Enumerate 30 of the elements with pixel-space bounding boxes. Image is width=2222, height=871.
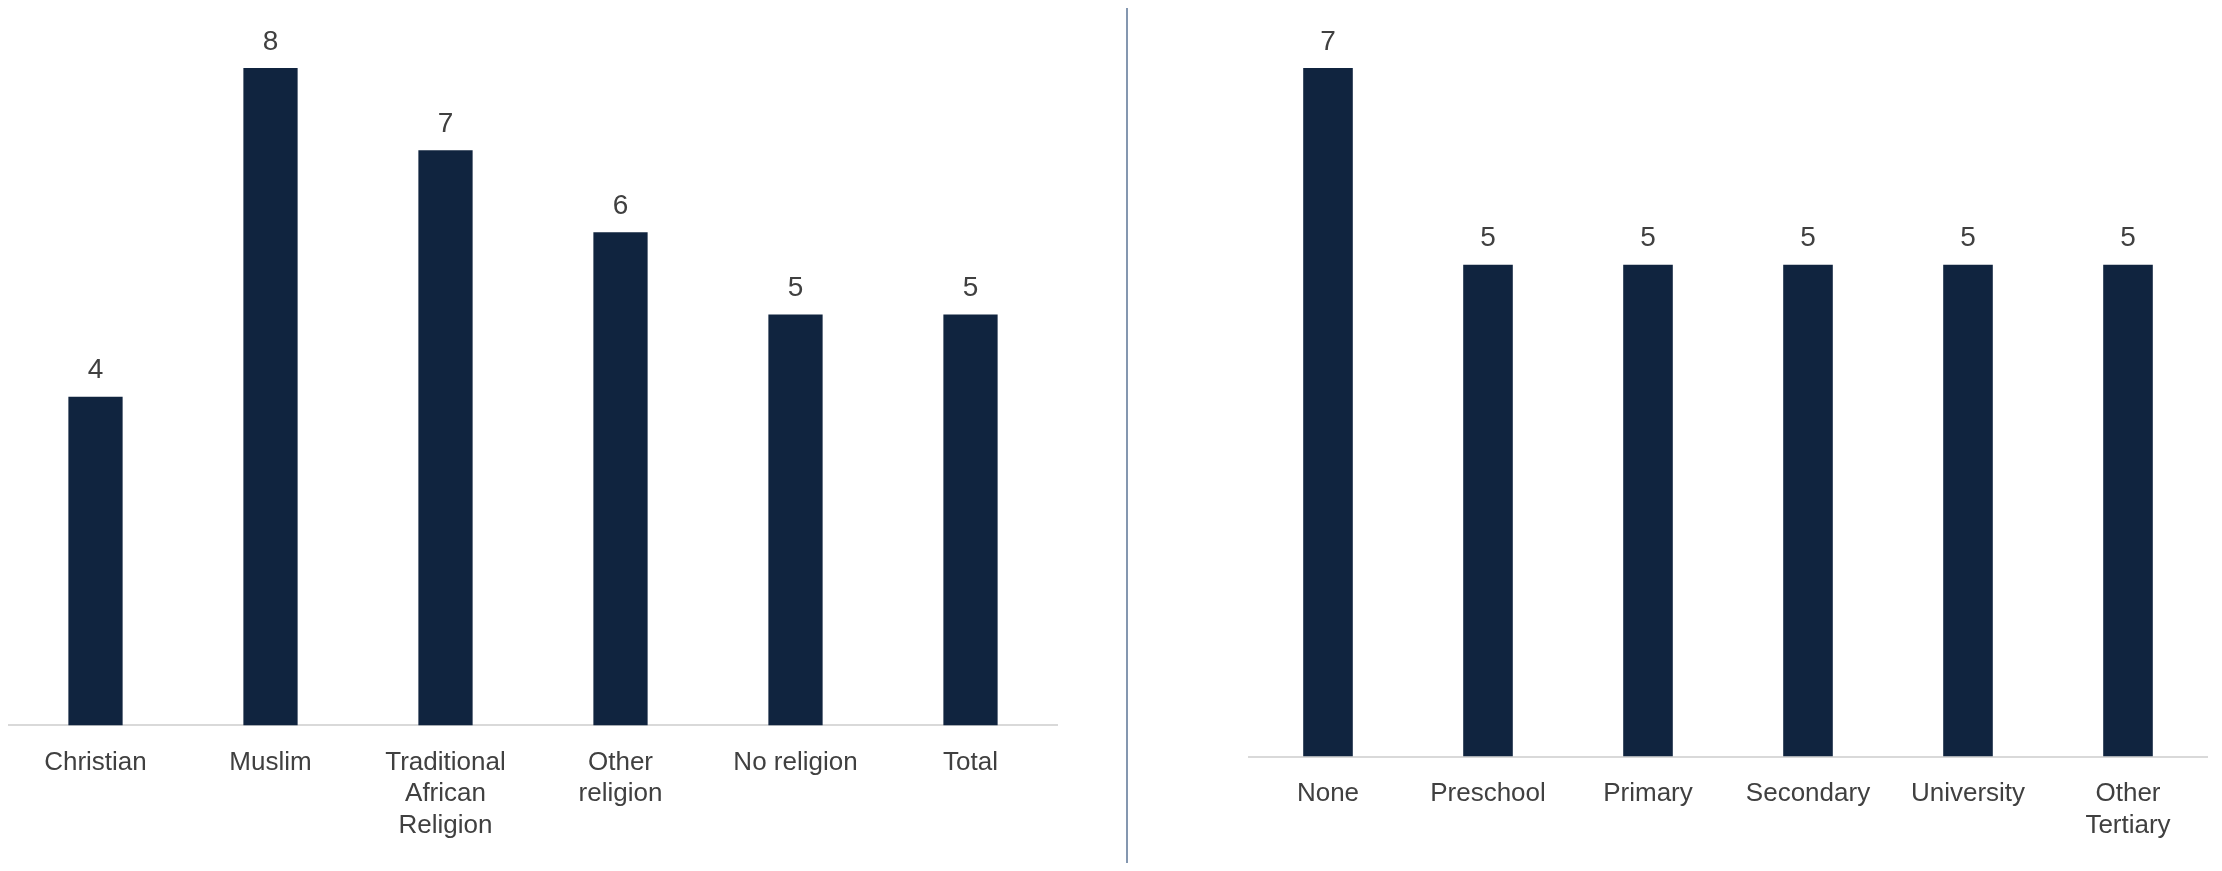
- x-tick-label: Traditional African Religion: [385, 746, 506, 839]
- x-tick-label: Total: [943, 746, 998, 777]
- bar: [943, 314, 998, 726]
- x-tick-label: Preschool: [1430, 777, 1546, 808]
- data-label: 6: [612, 189, 629, 221]
- data-label: 5: [1800, 221, 1816, 253]
- data-label: 5: [1480, 221, 1496, 253]
- data-label: 8: [262, 24, 279, 56]
- x-tick-label: No religion: [733, 746, 858, 777]
- x-tick-label: Other religion: [578, 746, 663, 808]
- bar: [68, 396, 123, 726]
- data-label: 7: [1320, 24, 1336, 56]
- x-tick-label: University: [1910, 777, 2026, 808]
- x-tick-label: Muslim: [229, 746, 312, 777]
- data-label: 4: [87, 353, 104, 385]
- data-label: 5: [2120, 221, 2136, 253]
- x-tick-label: Primary: [1603, 777, 1693, 808]
- bar: [418, 150, 473, 726]
- x-tick-label: Other Tertiary: [2085, 777, 2171, 839]
- x-tick-label: Secondary: [1745, 777, 1871, 808]
- bar: [768, 314, 823, 726]
- data-label: 5: [1960, 221, 1976, 253]
- data-label: 5: [1640, 221, 1656, 253]
- data-label: 5: [787, 271, 804, 303]
- data-label: 7: [437, 106, 454, 138]
- x-tick-label: None: [1296, 777, 1360, 808]
- data-label: 5: [962, 271, 979, 303]
- bar: [243, 68, 298, 726]
- bar: [593, 232, 648, 726]
- x-tick-label: Christian: [44, 746, 147, 777]
